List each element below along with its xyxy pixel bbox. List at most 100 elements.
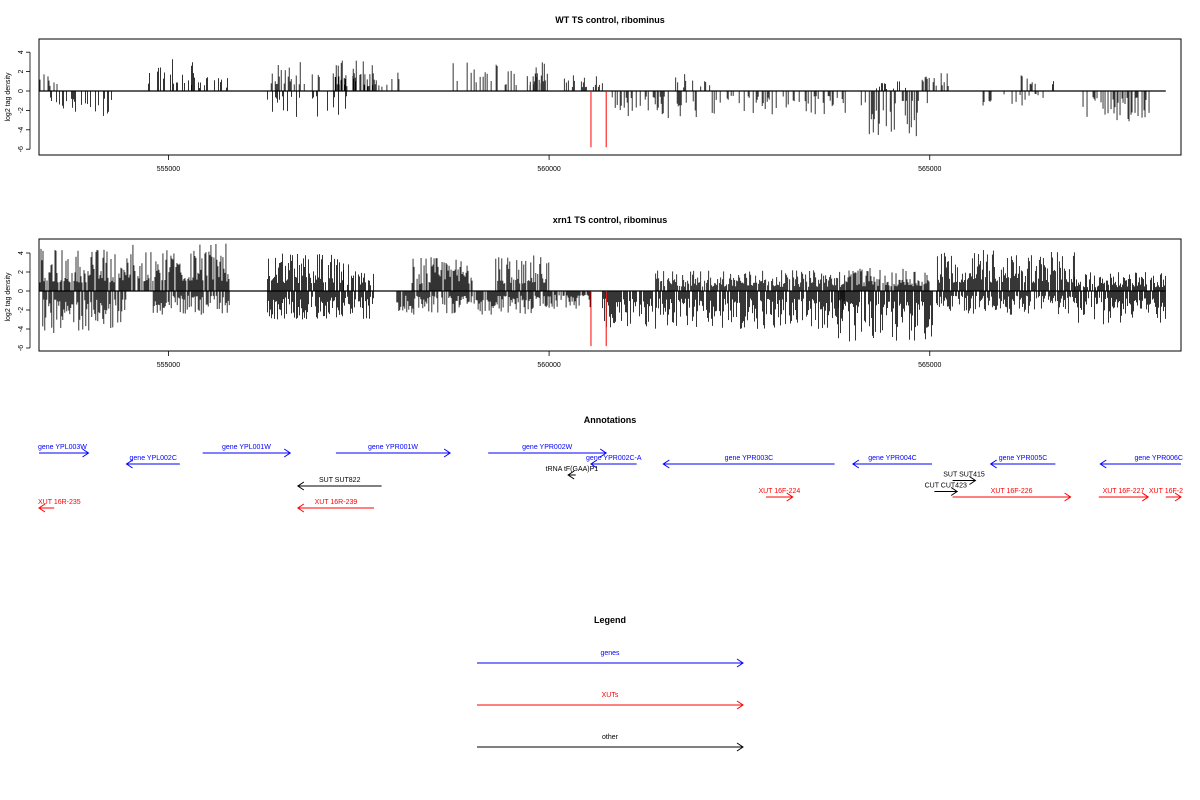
annotation-feature: XUT 16F-224 [758, 488, 800, 502]
feature-label: XUT 16F-226 [991, 488, 1033, 495]
feature-arrowhead [283, 448, 292, 458]
legend-label: genes [600, 650, 620, 657]
wt-x-axis: 555000 560000 565000 [157, 155, 942, 173]
feature-arrowhead [1064, 492, 1072, 502]
annotation-feature: gene YPR002W [488, 444, 608, 458]
feature-label: gene YPL003W [38, 444, 87, 451]
feature-label: XUT 16R-235 [38, 499, 81, 506]
annotation-feature: CUT CUT423 [925, 483, 967, 496]
y-tick-label: 0 [18, 289, 25, 293]
y-tick-label: -6 [18, 345, 25, 351]
annotation-feature: gene YPR006C [1099, 455, 1183, 469]
annotation-feature: gene YPR002C-A [586, 455, 642, 469]
wt-y-axis: -6 -4 -2 0 2 4 [18, 50, 31, 152]
y-tick-label: -2 [18, 307, 25, 313]
annotation-feature: gene YPR004C [851, 455, 933, 469]
annotation-feature: gene YPL002C [125, 455, 180, 469]
feature-label: XUT 16F-227 [1103, 488, 1145, 495]
y-tick-label: 4 [18, 251, 25, 255]
feature-label: gene YPR003C [725, 455, 774, 462]
feature-label: gene YPR004C [868, 455, 917, 462]
feature-arrowhead [38, 503, 46, 513]
feature-label: gene YPL001W [222, 444, 271, 451]
wt-bars [39, 59, 1166, 148]
annotation-feature: gene YPL003W [38, 444, 90, 458]
legend-label: XUTs [602, 692, 619, 699]
feature-label: tRNA tF(GAA)P1 [546, 466, 599, 473]
wt-plot-frame [38, 38, 1182, 156]
legend-arrowhead [736, 658, 744, 668]
legend-label: other [602, 734, 619, 741]
y-tick-label: 2 [18, 270, 25, 274]
feature-arrowhead [567, 470, 575, 480]
xrn1-x-axis: 555000 560000 565000 [157, 351, 942, 369]
y-tick-label: -4 [18, 326, 25, 332]
feature-arrowhead [1099, 459, 1107, 469]
annotation-features: gene YPL003W gene YPL002C gene YPL001W gene… [38, 444, 1183, 513]
feature-arrowhead [296, 481, 305, 491]
annotation-feature: SUT SUT415 [943, 472, 985, 485]
x-tick-label: 565000 [918, 362, 941, 369]
feature-label: gene YPL002C [130, 455, 177, 462]
feature-arrowhead [1174, 492, 1182, 502]
feature-arrowhead [851, 459, 860, 469]
y-tick-label: -4 [18, 127, 25, 133]
x-tick-label: 555000 [157, 362, 180, 369]
feature-label: gene YPR001W [368, 444, 418, 451]
feature-arrowhead [1141, 492, 1150, 502]
annotation-feature: XUT 16R-239 [296, 499, 374, 513]
xrn1-bars [38, 243, 1166, 347]
legend-item: genes [477, 650, 744, 668]
y-tick-label: 2 [18, 70, 25, 74]
feature-arrowhead [662, 459, 670, 469]
annotation-feature: XUT 16F-2 [1149, 488, 1183, 502]
wt-y-axis-label: log2 tag density [5, 72, 12, 122]
feature-arrowhead [786, 492, 794, 502]
feature-label: CUT CUT423 [925, 483, 967, 490]
feature-arrowhead [590, 459, 598, 469]
feature-label: SUT SUT415 [943, 472, 985, 479]
x-tick-label: 555000 [157, 166, 180, 173]
legend-title: Legend [594, 615, 626, 625]
legend-arrowhead [736, 742, 744, 752]
legend-item: XUTs [477, 692, 744, 710]
feature-arrowhead [989, 459, 997, 469]
annotation-feature: gene YPR005C [989, 455, 1056, 469]
legend: Legend genes XUTs other [477, 615, 744, 752]
feature-label: gene YPR002W [522, 444, 572, 451]
feature-arrowhead [443, 448, 452, 458]
feature-arrowhead [599, 448, 608, 458]
xrn1-y-axis-label: log2 tag density [5, 272, 12, 322]
feature-arrowhead [296, 503, 305, 513]
feature-arrowhead [125, 459, 133, 469]
legend-arrowhead [736, 700, 744, 710]
xrn1-y-axis: -6 -4 -2 0 2 4 [18, 251, 31, 351]
y-tick-label: 0 [18, 89, 25, 93]
feature-arrowhead [950, 487, 959, 496]
annotation-feature: XUT 16R-235 [38, 499, 81, 513]
feature-label: XUT 16F-224 [758, 488, 800, 495]
annotation-feature: tRNA tF(GAA)P1 [546, 466, 599, 480]
feature-label: SUT SUT822 [319, 477, 361, 484]
x-tick-label: 565000 [918, 166, 941, 173]
annotation-feature: SUT SUT822 [296, 477, 382, 491]
feature-label: gene YPR006C [1134, 455, 1183, 462]
xrn1-plot-frame [38, 238, 1182, 352]
feature-label: XUT 16F-2 [1149, 488, 1183, 495]
legend-item: other [477, 734, 744, 752]
annotation-feature: XUT 16F-227 [1098, 488, 1150, 502]
annotation-feature: gene YPL001W [202, 444, 292, 458]
annotations-title: Annotations [584, 415, 637, 425]
xrn1-density-panel: xrn1 TS control, ribominus log2 tag dens… [5, 215, 1182, 369]
annotation-feature: gene YPR003C [662, 455, 835, 469]
x-tick-label: 560000 [537, 362, 560, 369]
legend-items: genes XUTs other [477, 650, 744, 752]
feature-label: gene YPR005C [999, 455, 1048, 462]
x-tick-label: 560000 [537, 166, 560, 173]
feature-arrowhead [82, 448, 90, 458]
feature-arrowhead [969, 476, 977, 485]
annotation-feature: gene YPR001W [335, 444, 452, 458]
feature-label: XUT 16R-239 [315, 499, 358, 506]
feature-label: gene YPR002C-A [586, 455, 642, 462]
